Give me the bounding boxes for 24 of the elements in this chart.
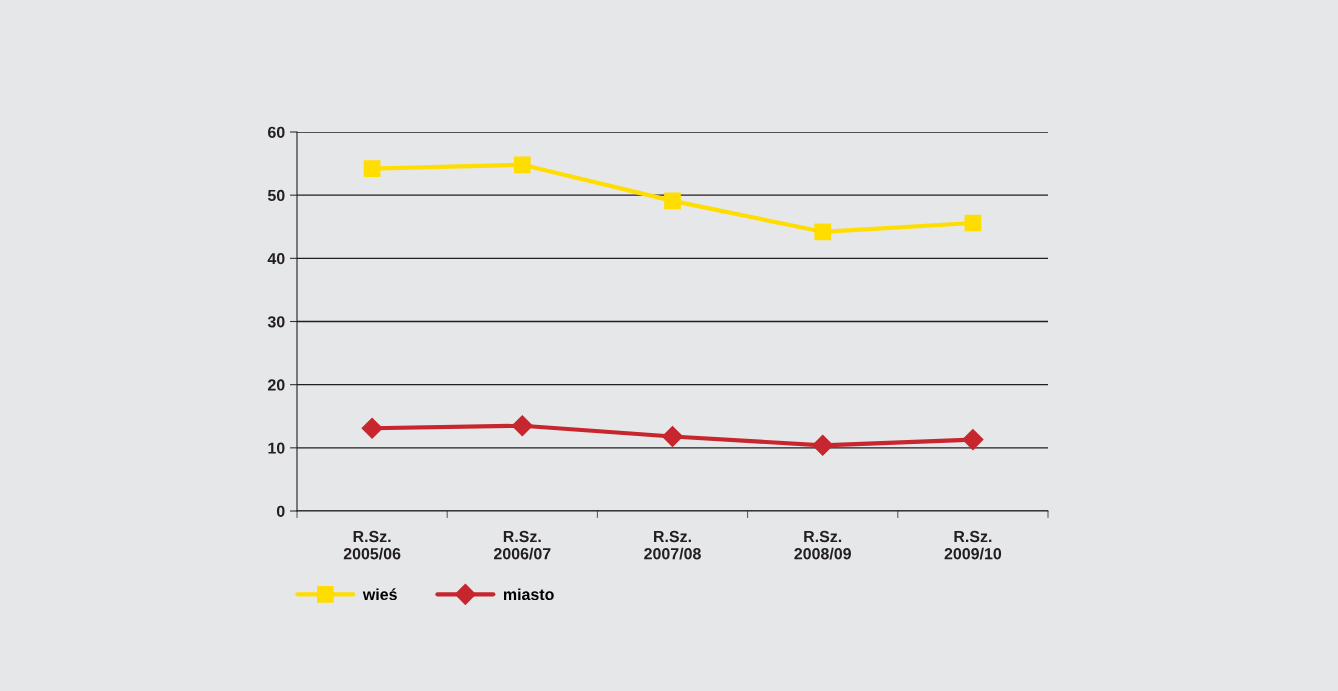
y-tick-label: 60: [268, 126, 285, 138]
point: [814, 223, 832, 241]
legend-label: miasto: [503, 588, 554, 601]
y-tick-label: 30: [267, 316, 285, 328]
x-tick-label: R.Sz. 2006/07: [493, 530, 551, 560]
y-tick-label: 20: [267, 379, 285, 391]
y-tick-label: 10: [268, 442, 285, 454]
point: [812, 434, 834, 456]
x-tick-label: R.Sz. 2009/10: [944, 530, 1002, 560]
point: [661, 425, 684, 447]
point: [513, 156, 531, 174]
point: [361, 417, 383, 439]
x-tick-label: R.Sz. 2008/09: [794, 530, 851, 560]
y-tick-label: 40: [267, 252, 285, 265]
point: [962, 429, 984, 451]
point: [363, 160, 381, 177]
x-tick-label: R.Sz. 2007/08: [644, 530, 701, 560]
x-tick-label: R.Sz. 2005/06: [343, 530, 401, 560]
point: [964, 214, 982, 232]
point: [664, 192, 681, 210]
y-tick-label: 50: [267, 189, 285, 202]
y-tick-label: 0: [276, 505, 285, 517]
legend-label: wieś: [362, 588, 397, 601]
point: [511, 415, 533, 437]
